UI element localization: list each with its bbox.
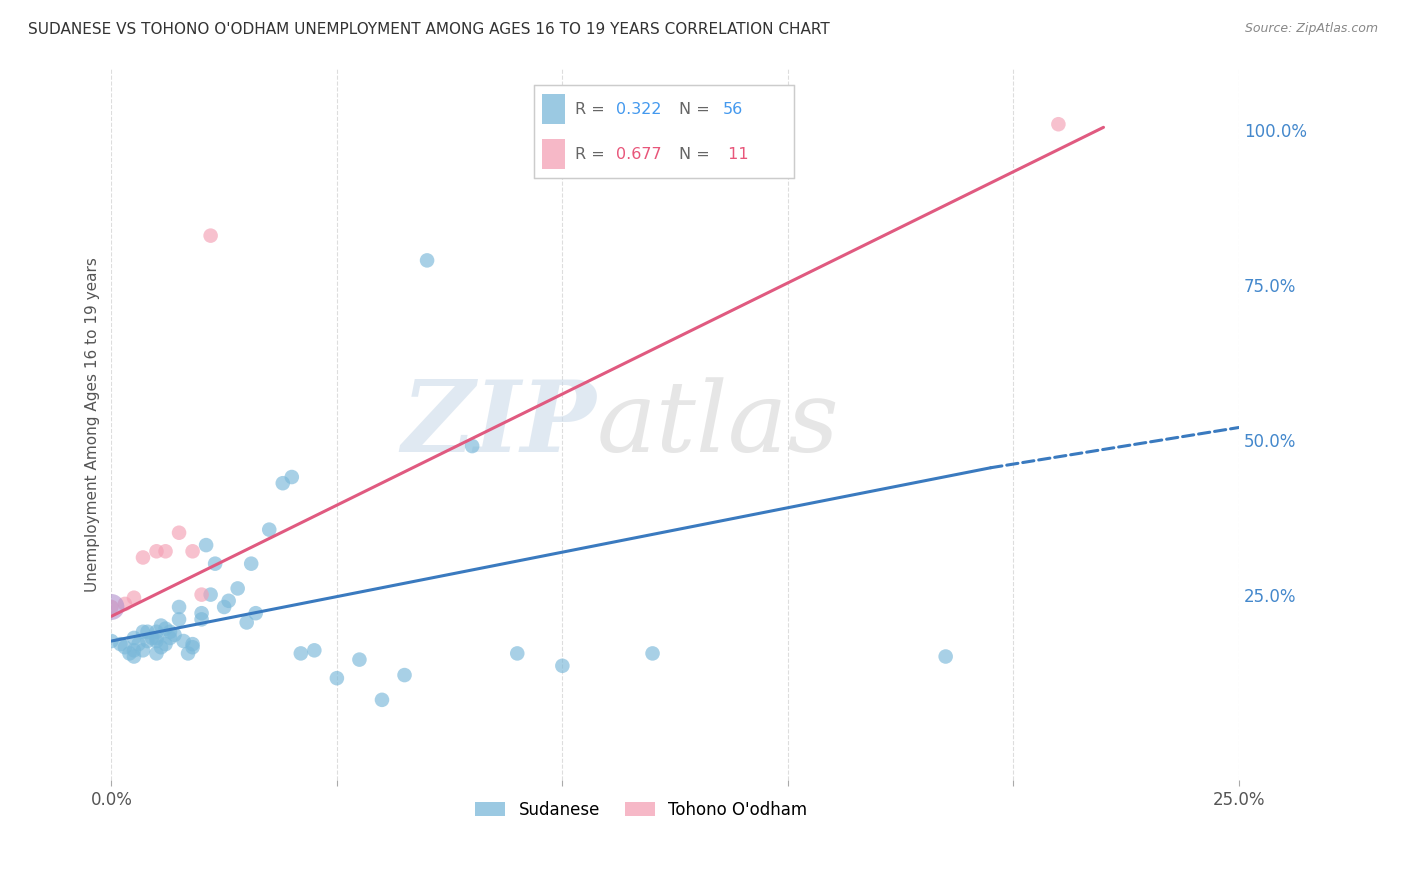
Point <box>240 557 263 571</box>
Text: SUDANESE VS TOHONO O'ODHAM UNEMPLOYMENT AMONG AGES 16 TO 19 YEARS CORRELATION CH: SUDANESE VS TOHONO O'ODHAM UNEMPLOYMENT … <box>28 22 830 37</box>
Point <box>181 640 204 655</box>
Point <box>122 649 145 664</box>
Point <box>155 544 177 558</box>
Point <box>506 647 529 661</box>
Point <box>235 615 257 630</box>
Point <box>145 544 167 558</box>
Point <box>349 652 371 666</box>
Point <box>190 612 212 626</box>
Point <box>200 228 222 243</box>
Point <box>141 631 163 645</box>
Point <box>150 618 173 632</box>
Point <box>200 588 222 602</box>
Point <box>212 599 235 614</box>
Point <box>114 640 136 655</box>
Text: 0.677: 0.677 <box>616 146 662 161</box>
Point <box>641 647 664 661</box>
Point <box>159 631 181 645</box>
Point <box>204 557 226 571</box>
Point <box>290 647 312 661</box>
Point <box>190 588 212 602</box>
Text: 56: 56 <box>723 102 744 117</box>
Point <box>136 634 159 648</box>
Point <box>173 634 195 648</box>
Bar <box>543 139 565 169</box>
Point <box>218 594 240 608</box>
Point <box>122 643 145 657</box>
Point <box>394 668 416 682</box>
Point <box>155 637 177 651</box>
Point <box>245 606 267 620</box>
Text: atlas: atlas <box>596 376 839 472</box>
Point <box>100 599 122 614</box>
Point <box>190 606 212 620</box>
Point <box>145 634 167 648</box>
Point <box>167 612 190 626</box>
Point <box>304 643 326 657</box>
Text: N =: N = <box>679 102 714 117</box>
Point <box>114 597 136 611</box>
Point <box>416 253 439 268</box>
Point <box>195 538 218 552</box>
Point <box>127 637 149 651</box>
Point <box>167 599 190 614</box>
Y-axis label: Unemployment Among Ages 16 to 19 years: Unemployment Among Ages 16 to 19 years <box>86 257 100 592</box>
Point <box>226 582 249 596</box>
Point <box>167 525 190 540</box>
Point <box>132 550 155 565</box>
Text: ZIP: ZIP <box>401 376 596 473</box>
Point <box>159 624 181 639</box>
Text: R =: R = <box>575 102 609 117</box>
Point <box>122 631 145 645</box>
Text: 11: 11 <box>723 146 748 161</box>
Point <box>100 634 122 648</box>
Point <box>461 439 484 453</box>
Point <box>132 624 155 639</box>
Point <box>177 647 200 661</box>
Point <box>181 544 204 558</box>
Point <box>150 640 173 655</box>
Point <box>155 622 177 636</box>
Point <box>181 637 204 651</box>
Point <box>122 591 145 605</box>
Legend: Sudanese, Tohono O'odham: Sudanese, Tohono O'odham <box>468 794 814 825</box>
Text: N =: N = <box>679 146 714 161</box>
Point <box>118 647 141 661</box>
Text: Source: ZipAtlas.com: Source: ZipAtlas.com <box>1244 22 1378 36</box>
Point <box>257 523 280 537</box>
Point <box>163 628 186 642</box>
Point <box>371 693 394 707</box>
Point <box>136 624 159 639</box>
Text: R =: R = <box>575 146 609 161</box>
Point <box>132 643 155 657</box>
Point <box>551 658 574 673</box>
Point <box>1047 117 1070 131</box>
Point <box>271 476 294 491</box>
Point <box>145 647 167 661</box>
Point <box>145 624 167 639</box>
Point <box>100 599 122 614</box>
Point <box>326 671 349 685</box>
Point <box>145 631 167 645</box>
Point <box>110 637 132 651</box>
Point <box>935 649 957 664</box>
Text: 0.322: 0.322 <box>616 102 662 117</box>
Bar <box>543 95 565 124</box>
Point <box>281 470 304 484</box>
